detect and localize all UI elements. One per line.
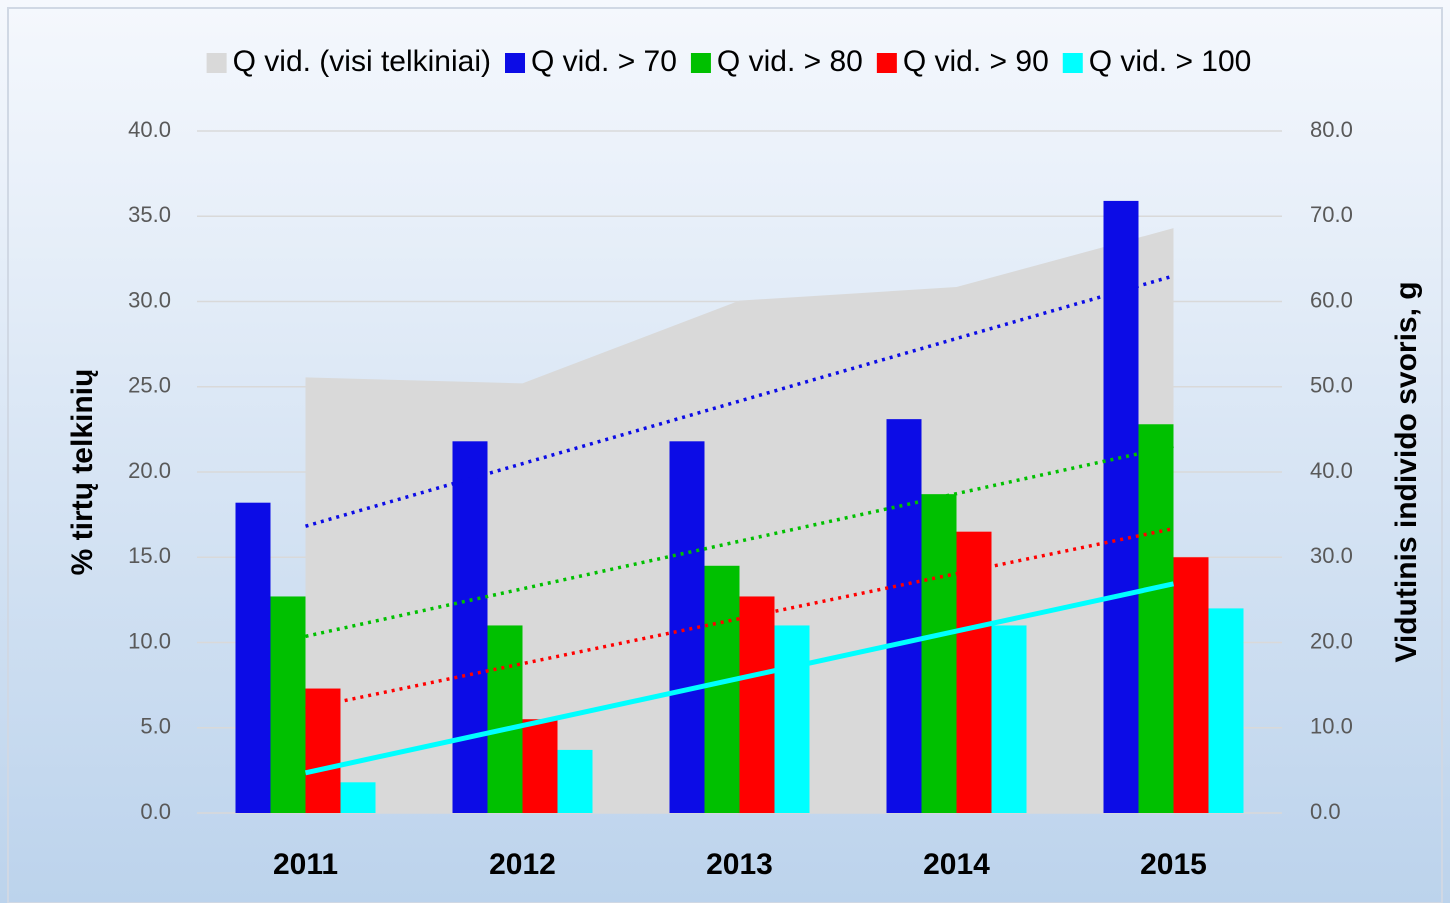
bar xyxy=(774,625,810,813)
bar xyxy=(340,782,376,813)
y2-tick-label: 60.0 xyxy=(1310,287,1353,312)
legend-swatch xyxy=(876,53,897,73)
y-tick-label: 10.0 xyxy=(128,628,171,653)
bar xyxy=(704,565,740,813)
bar xyxy=(1208,608,1244,813)
bar xyxy=(1173,557,1209,813)
bar xyxy=(452,441,488,813)
trendline xyxy=(305,274,1174,528)
y-tick-label: 15.0 xyxy=(128,543,171,568)
bar xyxy=(305,688,341,813)
frame xyxy=(7,7,1443,903)
trendline xyxy=(305,526,1174,711)
y2-axis-title: Vidutinis individo svoris, g xyxy=(1390,281,1423,662)
bar xyxy=(921,494,957,813)
bar xyxy=(991,625,1027,813)
y-tick-label: 25.0 xyxy=(128,373,171,398)
y2-tick-label: 80.0 xyxy=(1310,117,1353,142)
legend-swatch xyxy=(690,53,711,73)
bar xyxy=(956,531,992,813)
trendline xyxy=(304,581,1175,776)
bar xyxy=(235,502,271,813)
x-tick-label: 2014 xyxy=(923,848,990,881)
x-tick-label: 2012 xyxy=(489,848,556,881)
x-tick-label: 2015 xyxy=(1140,848,1207,881)
y2-tick-label: 40.0 xyxy=(1310,458,1353,483)
y-tick-label: 30.0 xyxy=(128,287,171,312)
x-tick-label: 2011 xyxy=(273,848,338,881)
x-tick-label: 2013 xyxy=(706,848,773,881)
bar xyxy=(1138,424,1174,813)
y-axis-title: % tirtų telkinių xyxy=(66,369,99,576)
bar xyxy=(522,719,558,813)
legend-label: Q vid. > 80 xyxy=(717,45,863,78)
legend-label: Q vid. (visi telkiniai) xyxy=(233,45,491,78)
y2-tick-label: 50.0 xyxy=(1310,373,1353,398)
legend-swatch xyxy=(1062,53,1083,73)
y2-tick-label: 10.0 xyxy=(1310,714,1353,739)
legend-label: Q vid. > 90 xyxy=(903,45,1049,78)
y2-tick-label: 20.0 xyxy=(1310,628,1353,653)
y-tick-label: 40.0 xyxy=(128,117,171,142)
y-tick-label: 5.0 xyxy=(140,714,171,739)
y2-tick-label: 30.0 xyxy=(1310,543,1353,568)
bar xyxy=(739,596,775,813)
y2-tick-label: 70.0 xyxy=(1310,202,1353,227)
bar xyxy=(1103,200,1139,813)
legend-swatch xyxy=(206,53,227,73)
legend-label: Q vid. > 70 xyxy=(531,45,677,78)
legend-swatch xyxy=(505,53,526,73)
y-tick-label: 35.0 xyxy=(128,202,171,227)
bar xyxy=(886,419,922,813)
y2-tick-label: 0.0 xyxy=(1310,799,1341,824)
y-tick-label: 20.0 xyxy=(128,458,171,483)
bar xyxy=(487,625,523,813)
bar xyxy=(557,749,593,813)
legend-label: Q vid. > 100 xyxy=(1089,45,1252,78)
y-tick-label: 0.0 xyxy=(140,799,171,824)
bar xyxy=(270,596,306,813)
